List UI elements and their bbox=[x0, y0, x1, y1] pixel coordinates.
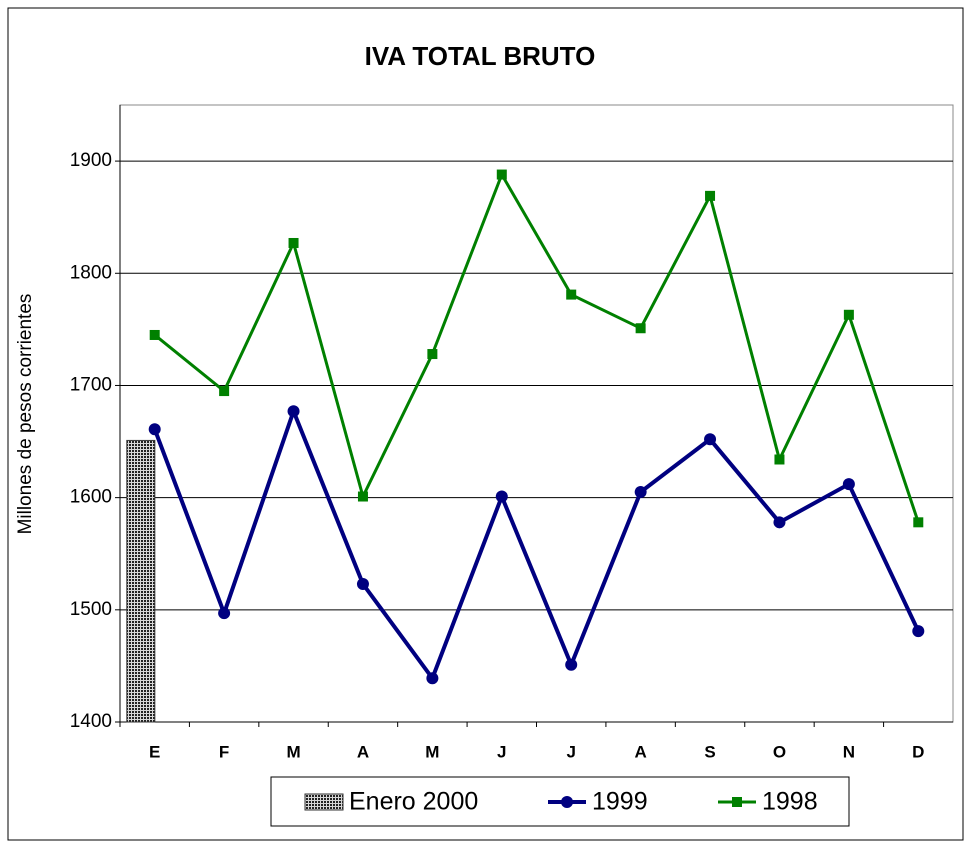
x-tick-label: M bbox=[286, 742, 300, 761]
point bbox=[148, 423, 161, 436]
point bbox=[426, 672, 439, 685]
point bbox=[356, 578, 369, 591]
x-tick-label: N bbox=[843, 742, 855, 761]
line bbox=[153, 171, 920, 523]
x-tick-label: A bbox=[357, 742, 369, 761]
line bbox=[152, 405, 921, 683]
point bbox=[357, 491, 368, 502]
point bbox=[843, 309, 854, 320]
point bbox=[774, 454, 785, 465]
y-tick-label: 1700 bbox=[70, 374, 112, 395]
point bbox=[912, 625, 925, 638]
point bbox=[634, 486, 647, 499]
legend-label: Enero 2000 bbox=[349, 788, 478, 816]
bar bbox=[126, 439, 156, 723]
x-tick-label: J bbox=[497, 742, 506, 761]
chart-frame bbox=[7, 7, 964, 841]
x-tick-label: E bbox=[149, 742, 160, 761]
x-tick-label: J bbox=[566, 742, 575, 761]
point bbox=[704, 433, 717, 446]
x-tick-label: M bbox=[425, 742, 439, 761]
y-tick-label: 1800 bbox=[70, 262, 112, 283]
point bbox=[219, 386, 230, 397]
x-tick-label: F bbox=[219, 742, 229, 761]
point bbox=[218, 607, 231, 620]
legend-label: 1999 bbox=[592, 788, 648, 816]
point bbox=[566, 289, 577, 300]
point bbox=[496, 169, 507, 180]
point bbox=[565, 658, 578, 671]
y-tick-label: 1900 bbox=[70, 150, 112, 171]
point bbox=[495, 490, 508, 503]
y-axis-label: Millones de pesos corrientes bbox=[15, 294, 36, 535]
y-tick-label: 1600 bbox=[70, 487, 112, 508]
point bbox=[287, 405, 300, 418]
x-tick-label: O bbox=[773, 742, 786, 761]
point bbox=[149, 329, 160, 340]
point bbox=[288, 237, 299, 248]
legend-swatch bbox=[304, 793, 344, 811]
point bbox=[427, 349, 438, 360]
x-tick-label: S bbox=[704, 742, 715, 761]
point bbox=[635, 323, 646, 334]
x-tick-label: A bbox=[634, 742, 646, 761]
legend-label: 1998 bbox=[762, 788, 818, 816]
chart-title: IVA TOTAL BRUTO bbox=[365, 41, 596, 71]
point bbox=[705, 190, 716, 201]
point bbox=[773, 516, 786, 529]
x-tick-label: D bbox=[912, 742, 924, 761]
point bbox=[913, 517, 924, 528]
y-tick-label: 1400 bbox=[70, 711, 112, 732]
legend-marker bbox=[732, 797, 742, 807]
legend-marker bbox=[561, 796, 573, 808]
point bbox=[842, 478, 855, 491]
y-tick-label: 1500 bbox=[70, 599, 112, 620]
